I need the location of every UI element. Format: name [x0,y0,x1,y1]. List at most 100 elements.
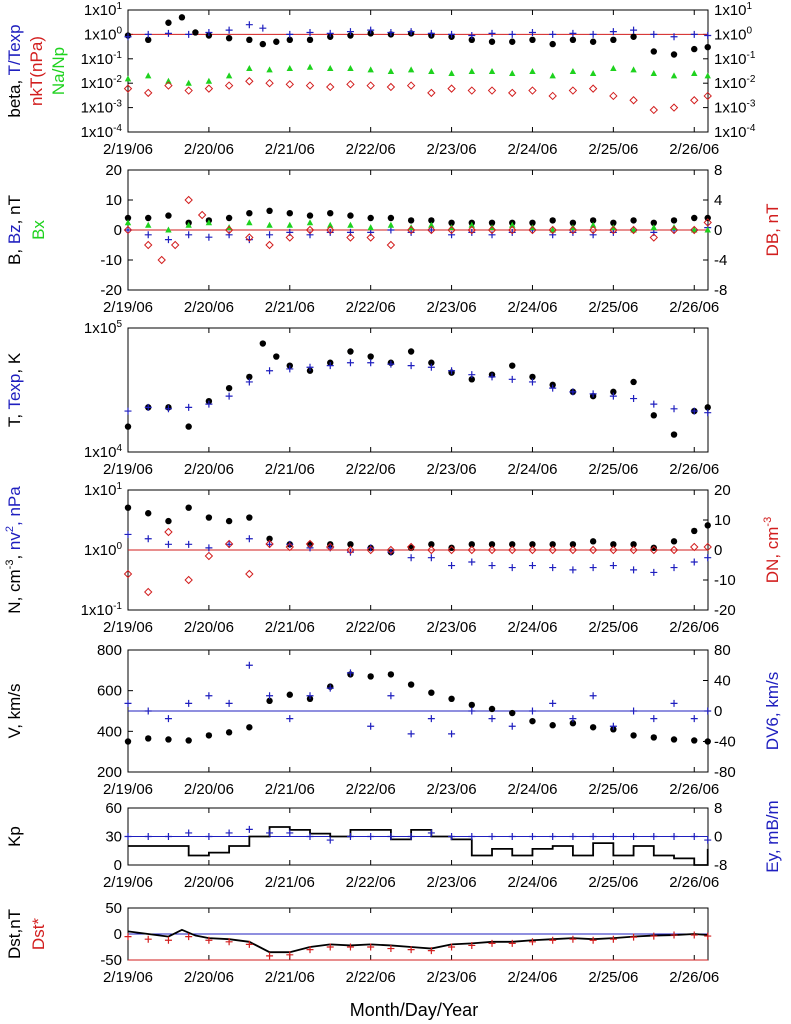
data-point [569,720,577,727]
y2-tick-label: 1x10-2 [714,74,756,92]
data-point [630,566,638,574]
data-point [488,219,496,226]
data-point [346,545,355,555]
data-point [427,545,436,555]
data-point [629,96,638,105]
data-point [529,373,536,381]
data-point [204,551,214,561]
data-point [387,833,395,840]
data-point [164,540,172,548]
y-tick-label: 1x10-1 [81,50,123,68]
data-point [185,221,192,228]
y-tick-label: 1x100 [84,541,123,559]
x-tick-label: 2/20/06 [184,619,234,636]
data-point [286,221,293,228]
x-tick-label: 2/26/06 [669,299,719,316]
data-point [630,707,638,715]
y-tick-label: -10 [100,252,122,269]
data-point [529,541,536,548]
data-point [407,66,415,73]
data-point [266,221,273,228]
data-point [145,510,152,517]
data-point [367,943,375,951]
data-point [286,951,294,959]
data-point [266,540,274,548]
data-point [157,255,166,265]
data-point [273,353,280,360]
x-tick-label: 2/21/06 [265,874,315,891]
data-point [428,541,435,548]
data-point [488,562,496,570]
data-point [165,517,172,525]
data-point [448,730,456,738]
data-point [245,236,253,244]
data-point [488,705,496,713]
data-point [427,363,435,371]
x-tick-label: 2/26/06 [669,781,719,798]
y2-tick-label: 20 [714,482,731,499]
data-point [144,535,152,543]
data-point [192,29,199,36]
x-tick-label: 2/19/06 [103,619,153,636]
data-point [225,214,233,222]
data-point [124,214,132,222]
y-tick-label: 1x10-1 [81,601,123,619]
data-point [704,522,711,529]
series-line [128,826,709,866]
data-point [144,935,152,943]
data-point [428,68,435,75]
y2-tick-label: -8 [714,857,727,874]
data-point [286,715,294,723]
x-tick-label: 2/23/06 [427,461,477,478]
data-point [387,360,395,368]
data-point [589,38,597,45]
data-point [703,542,712,552]
data-point [610,388,617,396]
data-point [487,86,497,95]
data-point [184,575,193,585]
x-tick-label: 2/24/06 [507,619,557,636]
series-line [127,928,708,954]
data-point [259,340,267,347]
data-point [185,504,192,511]
data-point [528,938,536,946]
panel-4: 1x10-1 1x100 1x101 -20 -10 0 10 20 2/19/06 2/20/0… [4,481,782,636]
data-point [205,514,213,521]
data-point [704,707,712,715]
data-point [285,542,294,552]
data-point [347,212,354,219]
data-point [245,825,253,833]
data-point [266,66,273,73]
data-point [670,72,678,79]
data-point [327,541,334,548]
data-point [549,722,556,729]
data-point [670,51,678,58]
data-point [588,84,598,93]
data-point [266,952,274,960]
data-point [225,729,233,736]
data-point [164,715,172,723]
panel-1: 1x10-4 1x10-3 1x10-2 1x10-1 1x100 1x101 1x10-4… [5,1,756,158]
x-tick-label: 2/25/06 [588,874,638,891]
data-point [447,225,456,235]
data-point [185,403,193,411]
y2-axis-label: DV6, km/s [763,672,782,750]
data-point [589,692,597,700]
data-point [246,514,253,521]
data-point [650,400,658,408]
data-point [185,737,192,744]
data-point [630,833,638,840]
x-tick-label: 2/20/06 [184,781,234,798]
data-point [326,29,334,37]
data-point [468,701,475,709]
data-point [306,212,314,219]
y2-tick-label: 0 [714,542,722,559]
data-point [447,545,456,555]
data-point [185,933,193,941]
data-point [145,214,152,222]
data-point [387,28,395,36]
data-point [650,932,658,940]
data-point [690,30,698,38]
data-point [326,836,334,844]
data-point [225,34,233,42]
